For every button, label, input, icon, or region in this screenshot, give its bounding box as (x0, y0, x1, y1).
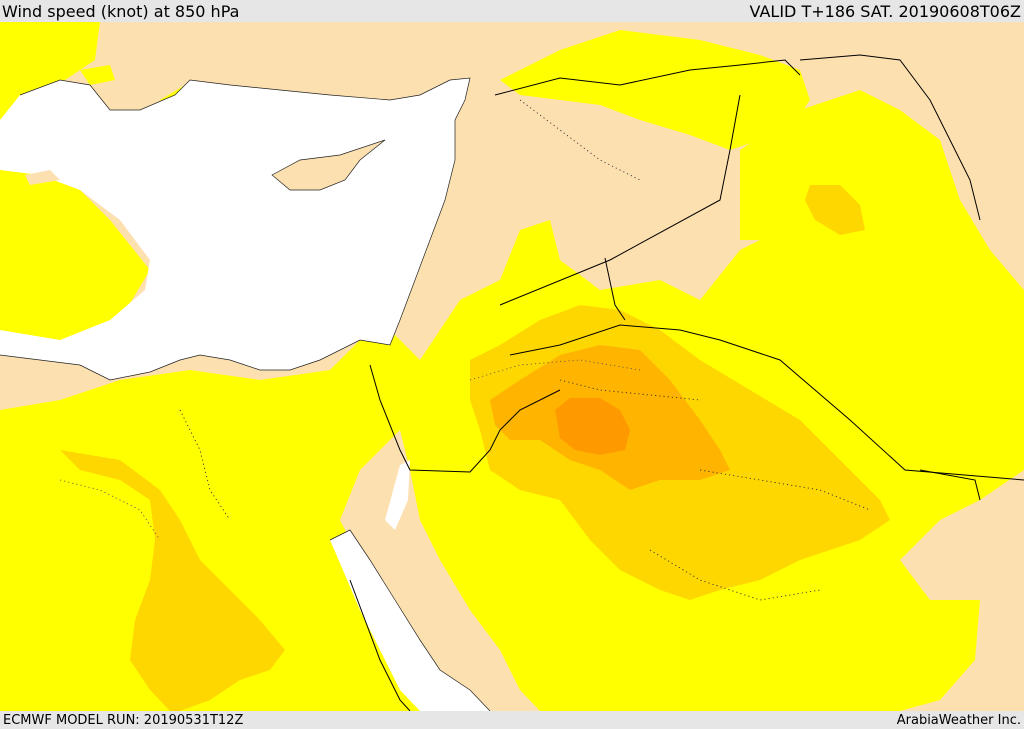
island-layer (25, 140, 385, 190)
valid-time-label: VALID T+186 SAT. 20190608T06Z (749, 1, 1021, 21)
wind-band-1-west-coast (0, 150, 150, 355)
header-bar: Wind speed (knot) at 850 hPa VALID T+186… (0, 0, 1024, 22)
contour-line-1 (469, 359, 641, 381)
model-run-label: ECMWF MODEL RUN: 20190531T12Z (3, 712, 244, 728)
footer-bar: ECMWF MODEL RUN: 20190531T12Z ArabiaWeat… (0, 711, 1024, 729)
border-egypt-israel (369, 364, 561, 473)
border-iraq-iran (799, 54, 981, 221)
border-syria-iraq (499, 94, 741, 306)
admin-line-5 (649, 549, 821, 601)
credit-label: ArabiaWeather Inc. (896, 712, 1021, 728)
wind-speed-map[interactable] (0, 22, 1024, 711)
red-sea-gulf (330, 530, 490, 711)
gulf-of-aqaba (385, 460, 410, 530)
cyprus-island (272, 140, 385, 190)
admin-line-3 (699, 469, 871, 511)
wind-band-4-layer (555, 398, 630, 455)
mediterranean-coastline (0, 77, 471, 381)
map-title: Wind speed (knot) at 850 hPa (2, 1, 240, 21)
crete-island (25, 170, 60, 185)
wind-band-2-egypt (60, 450, 285, 711)
border-turkey-syria-iraq (494, 59, 801, 96)
border-jordan-saudi (509, 324, 1024, 481)
cyprus-coastline (271, 139, 386, 191)
coastline-layer (0, 77, 491, 711)
wind-band-1-north (500, 30, 810, 150)
country-border-layer (349, 54, 1024, 711)
red-sea-coastline (329, 529, 491, 711)
wind-band-1-topleft (80, 65, 115, 85)
wind-band-1-northeast (740, 90, 1024, 340)
admin-line-1 (519, 99, 641, 181)
contour-line-2 (59, 479, 161, 541)
admin-boundary-layer (59, 99, 871, 601)
border-saudi-yemen (919, 469, 981, 501)
border-egypt-sudan (349, 579, 411, 711)
wind-band-4-peak (555, 398, 630, 455)
wind-band-2-iraq (805, 185, 865, 235)
border-saudi-iraq (604, 257, 626, 321)
